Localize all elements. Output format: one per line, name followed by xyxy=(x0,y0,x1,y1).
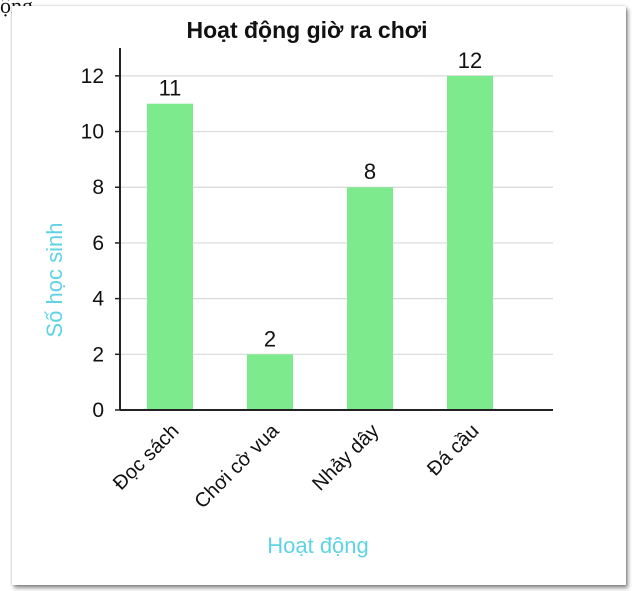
chart-title: Hoạt động giờ ra chơi xyxy=(187,17,428,43)
bars xyxy=(147,75,493,410)
bar xyxy=(347,187,393,410)
data-label: 12 xyxy=(458,48,482,73)
data-label: 8 xyxy=(364,159,376,184)
y-axis-label: Số học sinh xyxy=(42,223,67,338)
data-label: 11 xyxy=(159,76,182,101)
axes xyxy=(119,48,553,411)
x-tick-label: Đá cầu xyxy=(423,420,483,480)
y-tick-label: 10 xyxy=(81,121,104,144)
y-tick-label: 8 xyxy=(92,176,104,199)
y-tick-label: 0 xyxy=(92,399,104,422)
chart-frame xyxy=(12,6,626,585)
bar xyxy=(147,103,193,410)
y-tick-label: 2 xyxy=(92,343,104,366)
bar xyxy=(247,354,293,410)
x-tick-label: Đọc sách xyxy=(109,420,184,495)
data-label: 2 xyxy=(264,326,276,351)
x-tick-labels: Đọc sách Chơi cờ vua Nhảy dây Đá cầu xyxy=(109,419,484,513)
y-tick-labels: 0 2 4 6 8 10 12 xyxy=(81,65,120,422)
y-tick-label: 12 xyxy=(81,65,104,88)
data-labels: 11 2 8 12 xyxy=(159,48,483,351)
y-tick-label: 4 xyxy=(92,288,104,311)
bar xyxy=(447,75,493,410)
x-axis-label: Hoạt động xyxy=(267,533,369,558)
y-tick-label: 6 xyxy=(92,232,104,255)
x-tick-label: Nhảy dây xyxy=(308,420,383,495)
x-tick-label: Chơi cờ vua xyxy=(190,419,284,513)
